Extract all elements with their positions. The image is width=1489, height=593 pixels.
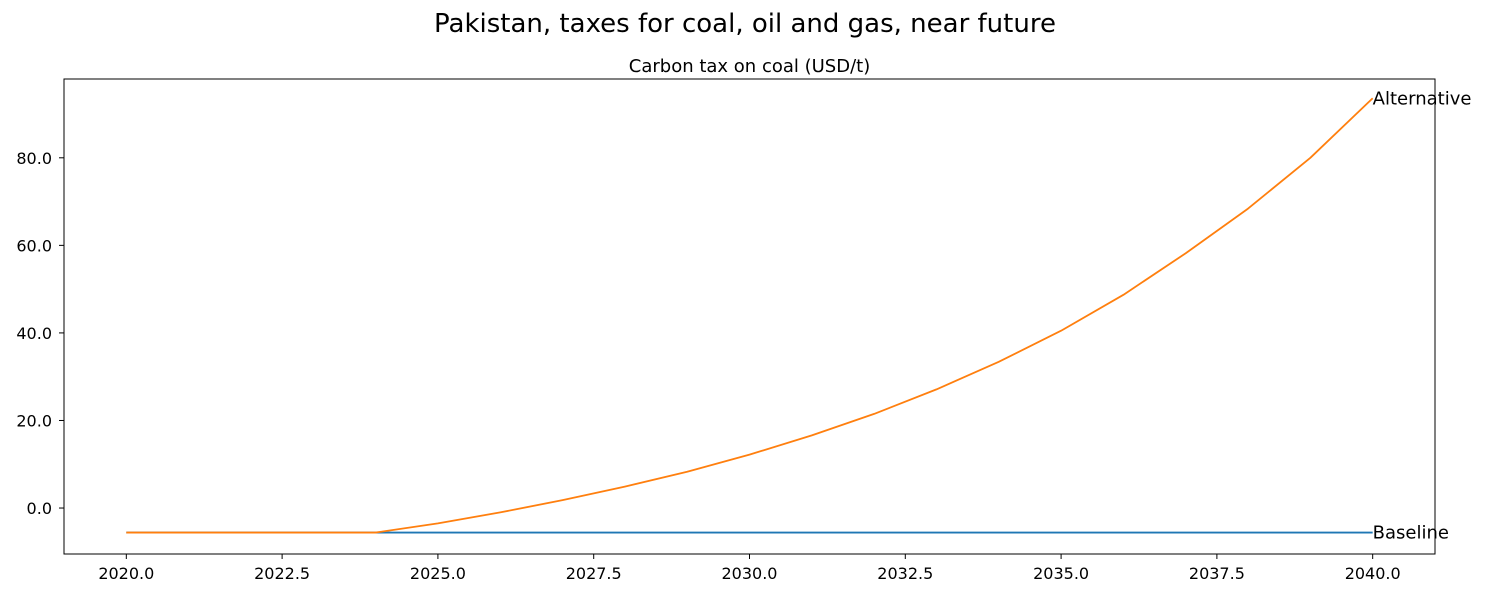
series-line-alternative [126, 97, 1374, 534]
x-tick-label: 2025.0 [410, 564, 466, 583]
plot-area: Baseline Alternative 2020.0 2022.5 2025.0 202… [16, 78, 1472, 583]
y-tick-label: 0.0 [27, 499, 52, 518]
x-tick-label: 2030.0 [722, 564, 778, 583]
y-tick-label: 60.0 [16, 236, 52, 255]
axes-frame [63, 78, 1436, 555]
y-tick-label: 80.0 [16, 149, 52, 168]
series-label-alternative: Alternative [1373, 88, 1472, 109]
figure-suptitle: Pakistan, taxes for coal, oil and gas, n… [434, 9, 1056, 39]
x-tick-label: 2037.5 [1189, 564, 1245, 583]
y-tick-label: 20.0 [16, 411, 52, 430]
x-tick-label: 2032.5 [877, 564, 933, 583]
y-tick-label: 40.0 [16, 324, 52, 343]
series-label-baseline: Baseline [1373, 523, 1449, 544]
x-tick-label: 2022.5 [254, 564, 310, 583]
x-tick-label: 2020.0 [98, 564, 154, 583]
x-tick-label: 2035.0 [1033, 564, 1089, 583]
x-tick-label: 2040.0 [1345, 564, 1401, 583]
x-tick-label: 2027.5 [566, 564, 622, 583]
chart-title: Carbon tax on coal (USD/t) [629, 56, 870, 77]
